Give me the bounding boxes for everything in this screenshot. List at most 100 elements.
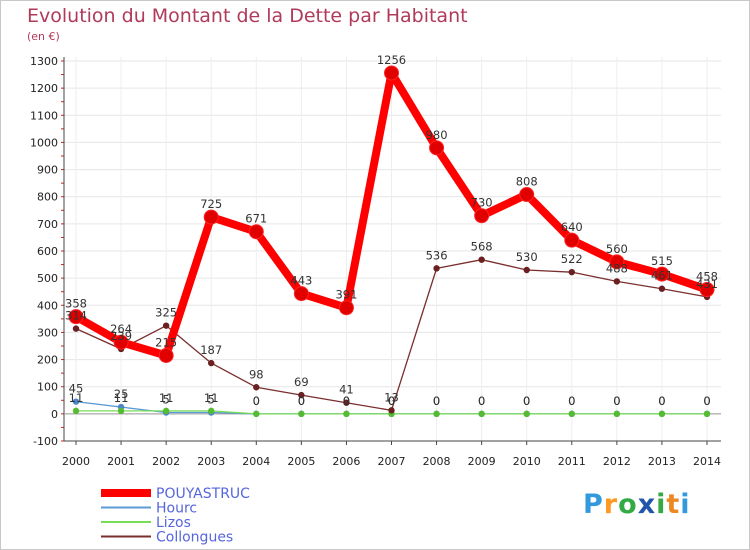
data-point bbox=[433, 410, 440, 418]
x-tick-label: 2014 bbox=[693, 455, 721, 468]
data-point bbox=[613, 278, 621, 285]
data-label: 69 bbox=[294, 375, 309, 389]
data-label: 98 bbox=[249, 367, 264, 381]
logo-letter: r bbox=[603, 489, 619, 520]
data-point bbox=[519, 187, 535, 203]
data-point bbox=[343, 399, 350, 406]
data-label: 0 bbox=[568, 394, 575, 408]
data-point bbox=[654, 266, 670, 282]
data-point bbox=[568, 410, 575, 418]
y-tick-label: 1300 bbox=[30, 55, 58, 68]
data-point bbox=[253, 384, 260, 391]
x-tick-label: 2008 bbox=[423, 455, 451, 468]
logo-letter: i bbox=[656, 489, 667, 520]
y-tick-label: 200 bbox=[37, 354, 58, 367]
data-label: 0 bbox=[703, 394, 710, 408]
legend-label: Collongues bbox=[156, 530, 233, 546]
y-tick-label: 700 bbox=[37, 218, 58, 231]
x-tick-label: 2006 bbox=[332, 455, 360, 468]
data-label: 0 bbox=[343, 394, 350, 408]
data-point bbox=[208, 407, 215, 415]
data-point bbox=[162, 322, 170, 329]
data-point bbox=[253, 410, 260, 418]
data-label: 0 bbox=[523, 394, 530, 408]
legend-label: Lizos bbox=[156, 515, 191, 531]
data-point bbox=[208, 359, 215, 367]
y-tick-label: -100 bbox=[33, 435, 58, 448]
data-point bbox=[613, 410, 621, 418]
data-label: 0 bbox=[298, 394, 305, 408]
y-tick-label: 800 bbox=[37, 191, 58, 204]
data-point bbox=[703, 410, 711, 418]
data-label: 5 bbox=[162, 393, 169, 407]
data-point bbox=[338, 300, 354, 316]
chart-title: Evolution du Montant de la Dette par Hab… bbox=[27, 5, 468, 27]
data-label: 671 bbox=[245, 212, 267, 226]
legend-label: Hourc bbox=[156, 501, 197, 517]
data-label: 239 bbox=[110, 329, 132, 343]
data-point bbox=[298, 391, 305, 399]
data-label: 0 bbox=[703, 394, 710, 408]
data-label: 1256 bbox=[377, 53, 406, 67]
data-point bbox=[388, 407, 395, 414]
data-label: 640 bbox=[561, 220, 583, 234]
data-point bbox=[564, 232, 580, 248]
y-tick-label: 300 bbox=[37, 326, 58, 339]
x-tick-label: 2013 bbox=[648, 455, 676, 468]
data-label: 461 bbox=[651, 269, 673, 283]
data-point bbox=[384, 65, 399, 81]
x-tick-label: 2009 bbox=[468, 455, 496, 468]
data-point bbox=[429, 140, 445, 156]
logo-letter: i bbox=[680, 489, 691, 520]
x-tick-label: 2012 bbox=[603, 455, 631, 468]
data-label: 0 bbox=[298, 394, 305, 408]
data-label: 431 bbox=[696, 277, 718, 291]
data-label: 11 bbox=[159, 391, 174, 405]
x-tick-label: 2010 bbox=[513, 455, 541, 468]
data-point bbox=[568, 268, 575, 276]
data-label: 0 bbox=[388, 394, 395, 408]
data-point bbox=[68, 309, 84, 325]
logo-letter: x bbox=[637, 489, 657, 520]
data-point bbox=[293, 286, 309, 302]
data-label: 264 bbox=[110, 322, 132, 336]
data-point bbox=[474, 208, 490, 224]
data-point bbox=[478, 256, 485, 263]
data-point bbox=[478, 410, 485, 418]
data-label: 522 bbox=[561, 252, 583, 266]
data-label: 11 bbox=[204, 391, 219, 405]
x-tick-label: 2007 bbox=[378, 455, 406, 468]
proxiti-logo: Proxiti bbox=[583, 489, 691, 520]
data-label: 0 bbox=[613, 394, 620, 408]
data-label: 536 bbox=[426, 248, 448, 262]
x-tick-label: 2004 bbox=[242, 455, 270, 468]
x-tick-label: 2002 bbox=[152, 455, 180, 468]
y-tick-label: 1000 bbox=[30, 136, 58, 149]
data-point bbox=[117, 407, 125, 415]
logo-letter: P bbox=[583, 489, 604, 520]
y-tick-label: 1100 bbox=[30, 109, 58, 122]
data-label: 568 bbox=[471, 240, 493, 254]
x-tick-label: 2011 bbox=[558, 455, 586, 468]
data-label: 725 bbox=[200, 197, 222, 211]
data-point bbox=[699, 282, 715, 298]
data-point bbox=[658, 285, 666, 292]
y-tick-label: 100 bbox=[37, 381, 58, 394]
data-point bbox=[523, 266, 530, 274]
x-tick-label: 2003 bbox=[197, 455, 225, 468]
data-label: 215 bbox=[155, 336, 177, 350]
data-point bbox=[343, 410, 350, 418]
data-label: 391 bbox=[335, 288, 357, 302]
data-point bbox=[203, 209, 219, 225]
logo-letter: o bbox=[618, 489, 638, 520]
data-label: 0 bbox=[658, 394, 665, 408]
data-label: 0 bbox=[343, 394, 350, 408]
data-label: 0 bbox=[613, 394, 620, 408]
data-label: 0 bbox=[478, 394, 485, 408]
plot-area bbox=[64, 57, 721, 441]
logo-letter: t bbox=[666, 489, 681, 520]
y-tick-label: 400 bbox=[37, 299, 58, 312]
data-label: 458 bbox=[696, 270, 718, 284]
y-tick-label: 0 bbox=[51, 408, 58, 421]
